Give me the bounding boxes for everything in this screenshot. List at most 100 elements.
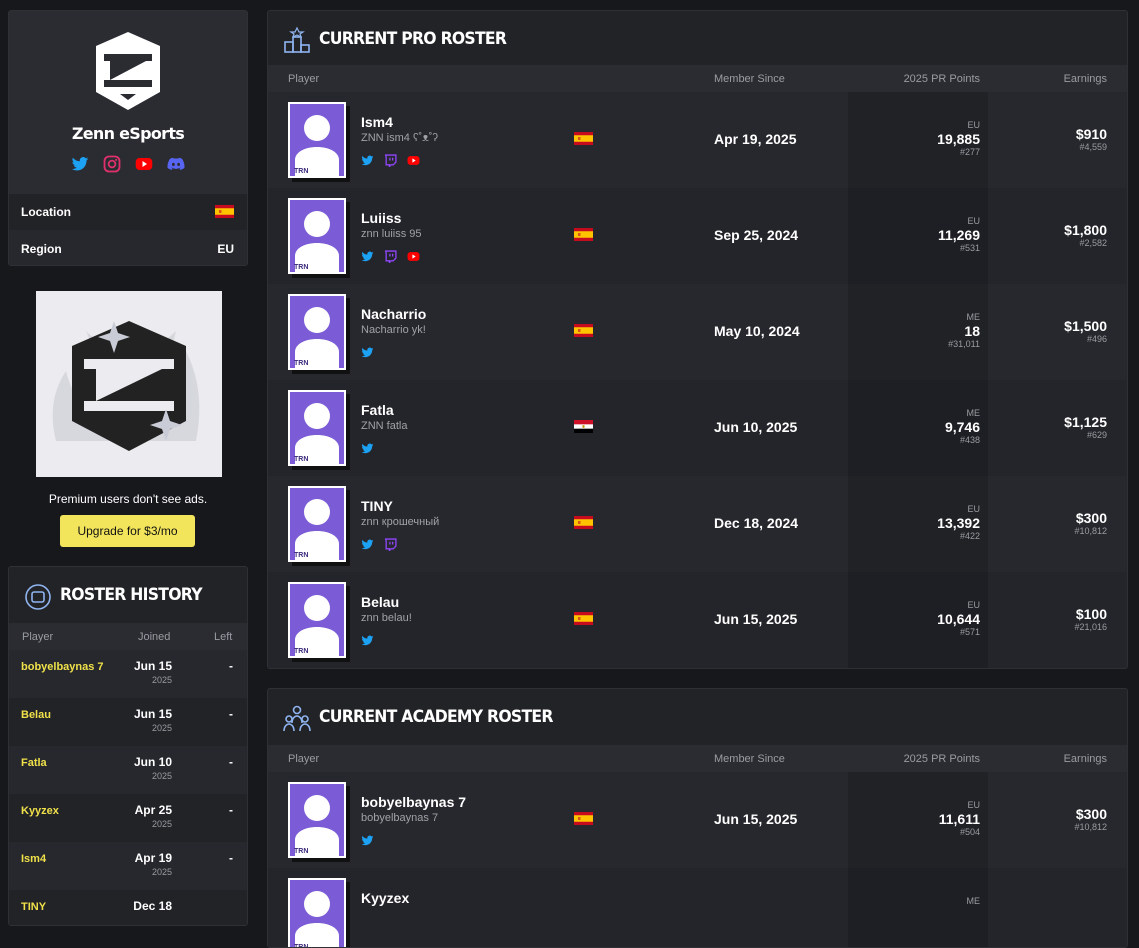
academy-header: Player Member Since 2025 PR Points Earnings	[268, 745, 1127, 772]
history-joined: Apr 19	[134, 851, 172, 865]
player-row: TRN Fatla ZNN fatla Jun 10, 2025 ME 9,746 #438…	[268, 380, 1127, 476]
player-tag: znn крошечный	[361, 516, 440, 528]
player-row: TRN Belau znn belau! Jun 15, 2025 EU 10,644 #5…	[268, 572, 1127, 668]
earnings-rank: #4,559	[1079, 142, 1107, 152]
twitter-icon[interactable]	[361, 154, 374, 172]
discord-icon[interactable]	[167, 155, 185, 173]
player-tag: bobyelbaynas 7	[361, 812, 439, 824]
twitch-icon[interactable]	[384, 250, 397, 268]
player-tag: ZNN ism4 ʕ˚ᴥ˚ʔ	[361, 132, 438, 144]
history-icon	[25, 584, 51, 610]
pr-column-shade	[848, 868, 988, 947]
earnings: $910	[1075, 126, 1107, 142]
avatar-badge: TRN	[294, 360, 309, 367]
player-name[interactable]: bobyelbaynas 7	[361, 794, 467, 810]
earnings-cell: $100 #21,016	[1074, 606, 1107, 633]
history-joined: Dec 18	[133, 899, 172, 913]
history-player[interactable]: Belau	[21, 709, 51, 721]
column-header: Player	[288, 753, 320, 765]
player-name[interactable]: Luiiss	[361, 210, 402, 226]
player-row: TRN Nacharrio Nacharrio yk! May 10, 2024 ME 1…	[268, 284, 1127, 380]
youtube-icon[interactable]	[407, 250, 420, 268]
earnings-rank: #629	[1086, 430, 1107, 440]
player-flag	[574, 516, 593, 529]
twitter-icon[interactable]	[71, 155, 89, 173]
player-name[interactable]: Ism4	[361, 114, 393, 130]
earnings: $300	[1075, 806, 1107, 822]
player-name[interactable]: Fatla	[361, 402, 394, 418]
player-name[interactable]: Kyyzex	[361, 890, 410, 906]
history-row: TINY Dec 18	[9, 890, 247, 925]
earnings-cell: $300 #10,812	[1074, 510, 1107, 537]
pro-title: CURRENT PRO ROSTER	[319, 29, 507, 49]
history-joined: Jun 15	[133, 659, 172, 673]
location-label: Location	[21, 205, 71, 219]
history-row: Belau Jun 15 2025 -	[9, 698, 247, 746]
player-socials	[361, 634, 374, 652]
player-name[interactable]: Nacharrio	[361, 306, 427, 322]
history-joined: Apr 25	[134, 803, 172, 817]
instagram-icon[interactable]	[103, 155, 121, 173]
history-left: -	[229, 707, 233, 721]
pr-region: ME	[966, 408, 981, 418]
earnings: $1,800	[1064, 222, 1107, 238]
pr-points: 9,746	[944, 419, 980, 435]
history-joined: Jun 10	[133, 755, 172, 769]
avatar-badge: TRN	[294, 456, 309, 463]
twitter-icon[interactable]	[361, 346, 374, 364]
player-row: TRN Luiiss znn luiiss 95 Sep 25, 2024 EU 11,2…	[268, 188, 1127, 284]
earnings: $100	[1075, 606, 1107, 622]
avatar-badge: TRN	[294, 552, 309, 559]
pr-points-cell: ME 18 #31,011	[948, 312, 980, 350]
member-since: Sep 25, 2024	[714, 227, 799, 243]
column-header: Member Since	[714, 753, 785, 765]
twitch-icon[interactable]	[384, 154, 397, 172]
earnings-cell: $1,125 #629	[1064, 414, 1107, 441]
player-avatar: TRN	[288, 294, 346, 370]
history-rows: bobyelbaynas 7 Jun 15 2025 - Belau Jun 15 2025…	[9, 650, 247, 925]
twitter-icon[interactable]	[361, 538, 374, 556]
history-player[interactable]: bobyelbaynas 7	[21, 661, 104, 673]
pr-rank: #504	[959, 827, 980, 837]
twitter-icon[interactable]	[361, 250, 374, 268]
player-row: TRN TINY znn крошечный Dec 18, 2024 EU 13,392…	[268, 476, 1127, 572]
player-name[interactable]: Belau	[361, 594, 400, 610]
member-since: Jun 15, 2025	[714, 611, 798, 627]
history-player[interactable]: Fatla	[21, 757, 47, 769]
player-flag	[574, 612, 593, 625]
pr-region: EU	[967, 504, 980, 514]
avatar-silhouette	[295, 499, 339, 560]
twitch-icon[interactable]	[384, 538, 397, 556]
youtube-icon[interactable]	[407, 154, 420, 172]
history-year: 2025	[151, 867, 172, 877]
history-row: Ism4 Apr 19 2025 -	[9, 842, 247, 890]
pr-region: EU	[967, 216, 980, 226]
member-since: May 10, 2024	[714, 323, 800, 339]
pr-points-cell: EU 10,644 #571	[937, 600, 980, 638]
player-flag	[574, 228, 593, 241]
twitter-icon[interactable]	[361, 442, 374, 460]
player-socials	[361, 538, 397, 556]
team-logo	[96, 32, 160, 110]
pr-column-shade	[848, 380, 988, 476]
history-player[interactable]: Kyyzex	[21, 805, 59, 817]
pro-header: Player Member Since 2025 PR Points Earnings	[268, 65, 1127, 92]
pr-region: EU	[967, 800, 980, 810]
pr-rank: #31,011	[948, 339, 980, 349]
player-name[interactable]: TINY	[361, 498, 393, 514]
pr-region: EU	[967, 120, 980, 130]
ad-note: Premium users don't see ads.	[48, 492, 208, 506]
twitter-icon[interactable]	[361, 634, 374, 652]
pr-points: 10,644	[937, 611, 980, 627]
earnings: $1,125	[1064, 414, 1107, 430]
pr-points-cell: EU 11,611 #504	[939, 800, 980, 838]
column-header: Earnings	[1063, 753, 1107, 765]
history-player[interactable]: Ism4	[21, 853, 47, 865]
twitter-icon[interactable]	[361, 834, 374, 852]
earnings-cell: $1,500 #496	[1064, 318, 1107, 345]
history-left: -	[229, 659, 233, 673]
youtube-icon[interactable]	[135, 155, 153, 173]
upgrade-button[interactable]: Upgrade for $3/mo	[60, 515, 195, 547]
region-value: EU	[217, 242, 234, 256]
history-player[interactable]: TINY	[21, 901, 47, 913]
